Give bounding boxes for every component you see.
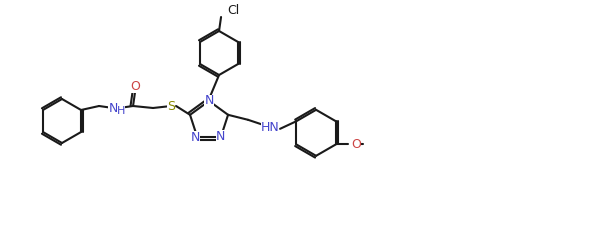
Text: N: N (216, 130, 226, 143)
Text: HN: HN (260, 121, 279, 134)
Text: S: S (167, 99, 175, 112)
Text: H: H (117, 106, 126, 116)
Text: N: N (204, 95, 214, 107)
Text: Cl: Cl (227, 5, 239, 17)
Text: N: N (108, 101, 118, 114)
Text: N: N (191, 131, 200, 144)
Text: O: O (351, 138, 361, 151)
Text: O: O (130, 79, 140, 93)
